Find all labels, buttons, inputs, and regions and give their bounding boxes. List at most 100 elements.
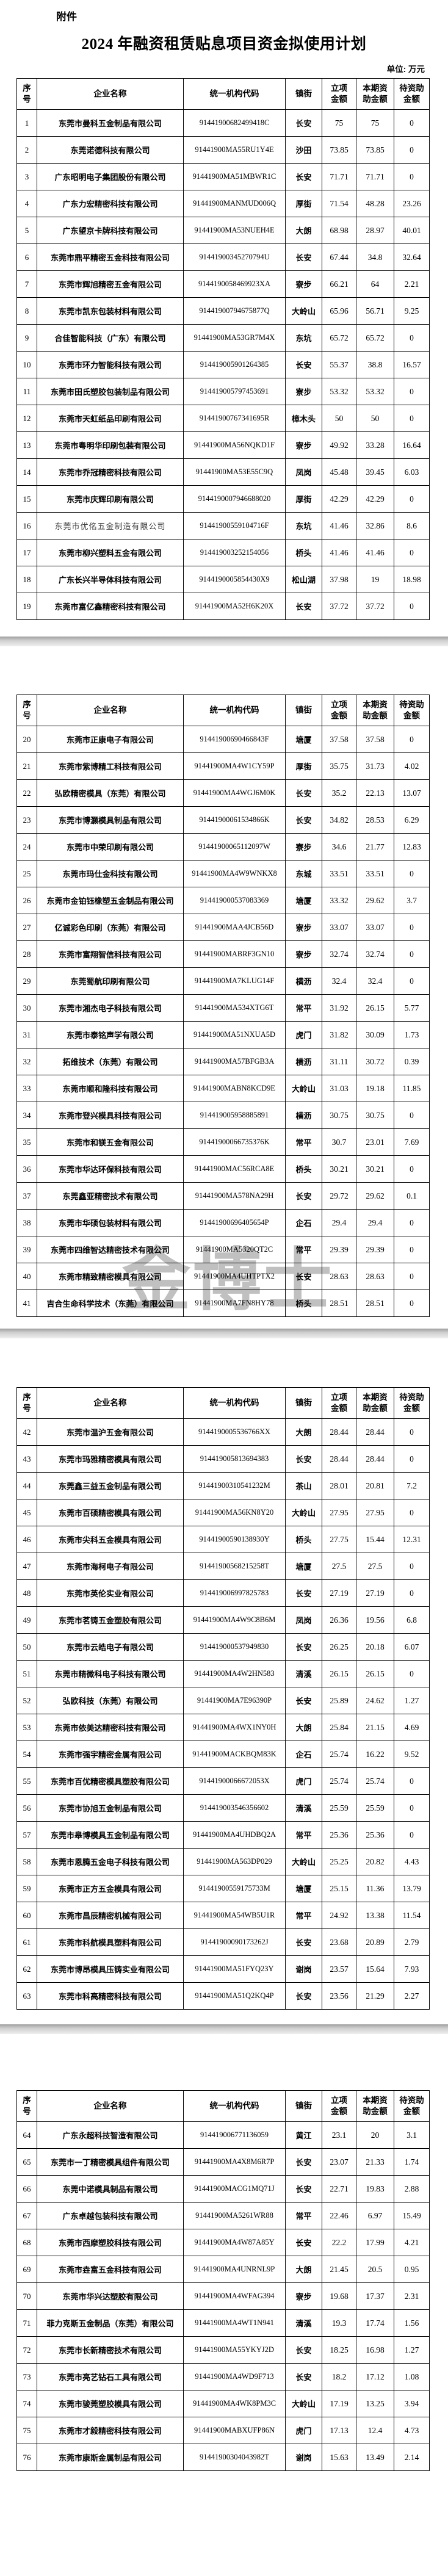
cell-index: 58 xyxy=(16,1848,37,1875)
table-row: 28 东莞市富翔智信科技有限公司 91441900MABRF3GN10 寮步 32.74… xyxy=(16,940,430,968)
cell-pending-subsidy: 0.39 xyxy=(394,1048,430,1075)
cell-company-name: 东莞市登兴模具科技有限公司 xyxy=(37,1102,184,1129)
cell-org-code: 91441900MA4W87A85Y xyxy=(183,2229,286,2256)
cell-index: 75 xyxy=(16,2417,37,2444)
cell-pending-subsidy: 4.21 xyxy=(394,2229,430,2256)
cell-org-code: 91441900MA4UHTPTX2 xyxy=(183,1263,286,1290)
cell-company-name: 东莞市亮艺钻石工具有限公司 xyxy=(37,2363,184,2390)
cell-org-code: 9144190058469923XA xyxy=(183,270,286,298)
cell-current-subsidy: 17.37 xyxy=(356,2282,394,2310)
cell-pending-subsidy: 0 xyxy=(394,860,430,887)
table-row: 8 东莞市凯东包装材料有限公司 91441900794675877Q 大岭山 65.96… xyxy=(16,297,430,325)
cell-pending-subsidy: 0 xyxy=(394,1821,430,1849)
cell-project-amount: 23.07 xyxy=(322,2148,356,2176)
cell-town: 厚街 xyxy=(285,190,322,217)
column-header-4: 镇街 xyxy=(285,695,322,726)
column-header-1: 序 号 xyxy=(16,1387,37,1419)
column-header-1: 序 号 xyxy=(16,2090,37,2122)
cell-current-subsidy: 21.29 xyxy=(356,1982,394,2010)
table-row: 35 东莞市和镁五金有限公司 91441900066735376K 常平 30.7 23.… xyxy=(16,1128,430,1156)
cell-project-amount: 41.46 xyxy=(322,512,356,539)
cell-company-name: 东莞市金铂钰橡塑五金制品有限公司 xyxy=(37,887,184,914)
subsidy-table-page-3: 序 号企业名称 统一机构代码 镇街 立项 金额 本期资 助金额 待资助 金额 42 东莞市温沪… xyxy=(16,1387,430,2010)
page-break-divider xyxy=(0,1329,448,1338)
cell-index: 74 xyxy=(16,2390,37,2417)
cell-current-subsidy: 29.4 xyxy=(356,1209,394,1236)
cell-company-name: 东莞市海柯电子有限公司 xyxy=(37,1553,184,1580)
cell-current-subsidy: 37.72 xyxy=(356,593,394,620)
cell-project-amount: 26.15 xyxy=(322,1660,356,1687)
cell-pending-subsidy: 7.69 xyxy=(394,1128,430,1156)
cell-current-subsidy: 26.15 xyxy=(356,1660,394,1687)
table-row: 71 菲力克斯五金制品（东莞）有限公司 91441900MA4WT1N941 清溪 19… xyxy=(16,2309,430,2337)
cell-pending-subsidy: 13.07 xyxy=(394,779,430,807)
cell-current-subsidy: 56.71 xyxy=(356,297,394,325)
cell-project-amount: 27.75 xyxy=(322,1526,356,1553)
cell-pending-subsidy: 0 xyxy=(394,967,430,995)
cell-company-name: 东莞市庆辉印刷有限公司 xyxy=(37,485,184,513)
cell-town: 常平 xyxy=(285,1821,322,1849)
cell-org-code: 91441900MABRF3GN10 xyxy=(183,940,286,968)
table-row: 46 东莞市尖科五金模具有限公司 91441900590138930Y 桥头 27.75… xyxy=(16,1526,430,1553)
cell-current-subsidy: 24.62 xyxy=(356,1687,394,1714)
header-row: 序 号企业名称 统一机构代码 镇街 立项 金额 本期资 助金额 待资助 金额 xyxy=(16,1387,430,1419)
cell-pending-subsidy: 3.7 xyxy=(394,887,430,914)
cell-org-code: 91441900065112097W xyxy=(183,833,286,860)
cell-project-amount: 28.44 xyxy=(322,1418,356,1446)
cell-org-code: 914419005797453691 xyxy=(183,378,286,405)
cell-index: 1 xyxy=(16,109,37,137)
table-row: 33 东莞市顺和隆科技有限公司 91441900MABN8KCD9E 大岭山 31.03… xyxy=(16,1075,430,1102)
column-header-2: 企业名称 xyxy=(37,2090,184,2122)
cell-town: 长安 xyxy=(285,2148,322,2176)
cell-index: 68 xyxy=(16,2229,37,2256)
cell-pending-subsidy: 1.27 xyxy=(394,1687,430,1714)
cell-org-code: 91441900MAA4JCB56D xyxy=(183,914,286,941)
cell-index: 54 xyxy=(16,1741,37,1768)
cell-town: 塘厦 xyxy=(285,1875,322,1902)
cell-current-subsidy: 27.5 xyxy=(356,1553,394,1580)
table-row: 58 东莞市恩腾五金电子科技有限公司 91441900MA563DP029 大岭山 25… xyxy=(16,1848,430,1875)
cell-current-subsidy: 29.62 xyxy=(356,887,394,914)
table-row: 41 吉合生命科学技术（东莞）有限公司 91441900MA7FN8HY78 桥头 28… xyxy=(16,1290,430,1317)
cell-org-code: 91441900MA4WK8PM3C xyxy=(183,2390,286,2417)
cell-pending-subsidy: 5.77 xyxy=(394,994,430,1022)
column-header-6: 本期资 助金额 xyxy=(356,1387,394,1419)
cell-pending-subsidy: 0 xyxy=(394,914,430,941)
table-row: 55 东莞市百优精密模具塑胶有限公司 91441900066672053X 虎门 25.… xyxy=(16,1767,430,1795)
cell-company-name: 东莞市辉旭精密五金有限公司 xyxy=(37,270,184,298)
cell-pending-subsidy: 1.73 xyxy=(394,1021,430,1048)
cell-pending-subsidy: 1.74 xyxy=(394,2148,430,2176)
cell-town: 长安 xyxy=(285,109,322,137)
cell-index: 38 xyxy=(16,1209,37,1236)
cell-pending-subsidy: 0 xyxy=(394,1418,430,1446)
cell-town: 长安 xyxy=(285,2363,322,2390)
cell-current-subsidy: 30.21 xyxy=(356,1155,394,1183)
cell-project-amount: 55.37 xyxy=(322,351,356,378)
cell-org-code: 91441900MA4W2HN583 xyxy=(183,1660,286,1687)
cell-project-amount: 23.57 xyxy=(322,1955,356,1983)
table-row: 72 东莞市长新精密技术有限公司 91441900MA55YKYJ2D 长安 18.25… xyxy=(16,2336,430,2364)
table-row: 30 东莞市湘杰电子科技有限公司 91441900MA534XTG6T 常平 31.92… xyxy=(16,994,430,1022)
cell-town: 桥头 xyxy=(285,1290,322,1317)
cell-current-subsidy: 28.63 xyxy=(356,1263,394,1290)
cell-pending-subsidy: 3.94 xyxy=(394,2390,430,2417)
cell-company-name: 东莞市英伦实业有限公司 xyxy=(37,1579,184,1607)
column-header-6: 本期资 助金额 xyxy=(356,2090,394,2122)
table-row: 54 东莞市强宇精密金属有限公司 91441900MACKBQM83K 企石 25.74… xyxy=(16,1741,430,1768)
cell-project-amount: 30.75 xyxy=(322,1102,356,1129)
cell-current-subsidy: 17.99 xyxy=(356,2229,394,2256)
cell-index: 47 xyxy=(16,1553,37,1580)
column-header-6: 本期资 助金额 xyxy=(356,78,394,110)
cell-org-code: 914419000537949830 xyxy=(183,1633,286,1661)
cell-index: 10 xyxy=(16,351,37,378)
cell-town: 长安 xyxy=(285,806,322,834)
cell-town: 桥头 xyxy=(285,1155,322,1183)
cell-town: 塘厦 xyxy=(285,726,322,753)
cell-pending-subsidy: 9.25 xyxy=(394,297,430,325)
table-row: 36 东莞市华达环保科技有限公司 91441900MAC56RCA8E 桥头 30.21… xyxy=(16,1155,430,1183)
cell-current-subsidy: 22.13 xyxy=(356,779,394,807)
table-row: 67 广东卓越包装科技有限公司 91441900MA5261WR88 常平 22.46 6… xyxy=(16,2202,430,2229)
cell-index: 8 xyxy=(16,297,37,325)
cell-company-name: 广东永超科技智造有限公司 xyxy=(37,2121,184,2149)
cell-town: 塘厦 xyxy=(285,887,322,914)
